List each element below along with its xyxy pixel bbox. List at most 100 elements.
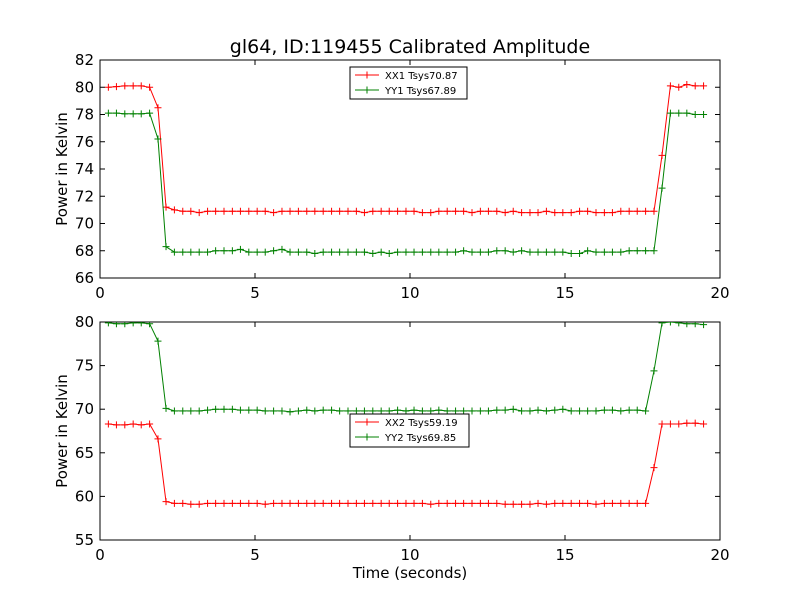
data-point xyxy=(129,110,137,118)
data-point xyxy=(402,248,410,256)
data-point xyxy=(112,421,120,429)
legend-marker xyxy=(363,433,371,441)
data-point xyxy=(435,406,443,414)
data-point xyxy=(567,407,575,415)
data-point xyxy=(617,248,625,256)
data-point xyxy=(460,207,468,215)
data-point xyxy=(608,209,616,217)
data-point xyxy=(493,247,501,255)
data-point xyxy=(551,499,559,507)
series-line xyxy=(108,83,704,214)
data-point xyxy=(311,407,319,415)
data-point xyxy=(303,207,311,215)
data-point xyxy=(484,407,492,415)
data-point xyxy=(650,247,658,255)
data-point xyxy=(344,499,352,507)
data-point xyxy=(410,207,418,215)
data-point xyxy=(666,82,674,90)
legend-label: XX2 Tsys59.19 xyxy=(385,418,458,429)
data-point xyxy=(551,406,559,414)
data-point xyxy=(270,499,278,507)
data-point xyxy=(344,248,352,256)
data-point xyxy=(154,435,162,443)
data-point xyxy=(691,111,699,118)
data-point xyxy=(195,500,203,508)
data-point xyxy=(700,322,708,329)
data-point xyxy=(352,207,360,215)
x-tick-label: 10 xyxy=(400,546,419,564)
data-point xyxy=(154,135,162,143)
legend-marker xyxy=(363,418,371,426)
legend-label: YY2 Tsys69.85 xyxy=(384,433,456,444)
legend-label: XX1 Tsys70.87 xyxy=(385,71,458,82)
data-point xyxy=(303,499,311,507)
data-point xyxy=(187,207,195,215)
data-point xyxy=(542,207,550,215)
data-point xyxy=(625,499,633,507)
data-point xyxy=(484,207,492,215)
data-point xyxy=(204,406,212,414)
y-tick-label: 55 xyxy=(75,531,94,549)
data-point xyxy=(137,322,145,327)
data-point xyxy=(468,499,476,507)
data-point xyxy=(129,82,137,90)
x-tick-label: 15 xyxy=(555,546,574,564)
data-point xyxy=(228,499,236,507)
data-point xyxy=(427,248,435,256)
bottom-panel: 0 5 10 15 20 55 60 65 70 75 80 Power in Kelvin Time … xyxy=(53,313,730,582)
y-tick-label: 82 xyxy=(75,51,94,69)
data-point xyxy=(675,420,683,428)
data-point xyxy=(385,207,393,215)
data-point xyxy=(195,248,203,256)
data-point xyxy=(204,499,212,507)
data-point xyxy=(534,209,542,217)
data-point xyxy=(344,207,352,215)
data-point xyxy=(278,245,286,253)
data-point xyxy=(187,500,195,508)
data-point xyxy=(625,406,633,414)
data-point xyxy=(236,207,244,215)
data-point xyxy=(146,83,154,91)
data-point xyxy=(427,407,435,415)
data-point xyxy=(443,407,451,415)
data-point xyxy=(352,407,360,415)
data-point xyxy=(476,207,484,215)
data-point xyxy=(146,420,154,428)
data-point xyxy=(294,407,302,415)
data-point xyxy=(675,322,683,327)
data-point xyxy=(369,207,377,215)
data-point xyxy=(328,248,336,256)
data-point xyxy=(236,499,244,507)
y-tick-label: 72 xyxy=(75,187,94,205)
data-point xyxy=(311,499,319,507)
legend-marker xyxy=(363,86,371,94)
data-point xyxy=(576,207,584,215)
data-point xyxy=(683,419,691,427)
data-point xyxy=(700,111,708,118)
data-point xyxy=(625,247,633,255)
data-point xyxy=(270,209,278,217)
x-tick-label: 20 xyxy=(710,284,729,302)
data-point xyxy=(369,407,377,415)
data-point xyxy=(270,247,278,255)
data-point xyxy=(592,209,600,217)
data-point xyxy=(410,248,418,256)
data-point xyxy=(261,407,269,415)
data-point xyxy=(179,248,187,256)
data-point xyxy=(377,207,385,215)
data-point xyxy=(650,367,658,375)
data-point xyxy=(452,248,460,256)
y-axis-label: Power in Kelvin xyxy=(53,374,71,488)
data-point xyxy=(261,248,269,256)
data-point xyxy=(418,209,426,217)
data-point xyxy=(303,248,311,256)
data-point xyxy=(518,247,526,255)
data-point xyxy=(352,248,360,256)
data-point xyxy=(360,209,368,217)
data-point xyxy=(608,248,616,256)
data-point xyxy=(600,499,608,507)
data-point xyxy=(228,247,236,255)
data-point xyxy=(443,207,451,215)
data-point xyxy=(542,407,550,415)
data-point xyxy=(236,406,244,414)
